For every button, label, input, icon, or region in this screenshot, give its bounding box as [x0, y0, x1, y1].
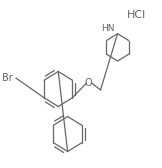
Text: Br: Br	[2, 73, 13, 83]
Text: HN: HN	[101, 24, 114, 33]
Text: O: O	[85, 78, 93, 88]
Text: HCl: HCl	[127, 10, 146, 20]
